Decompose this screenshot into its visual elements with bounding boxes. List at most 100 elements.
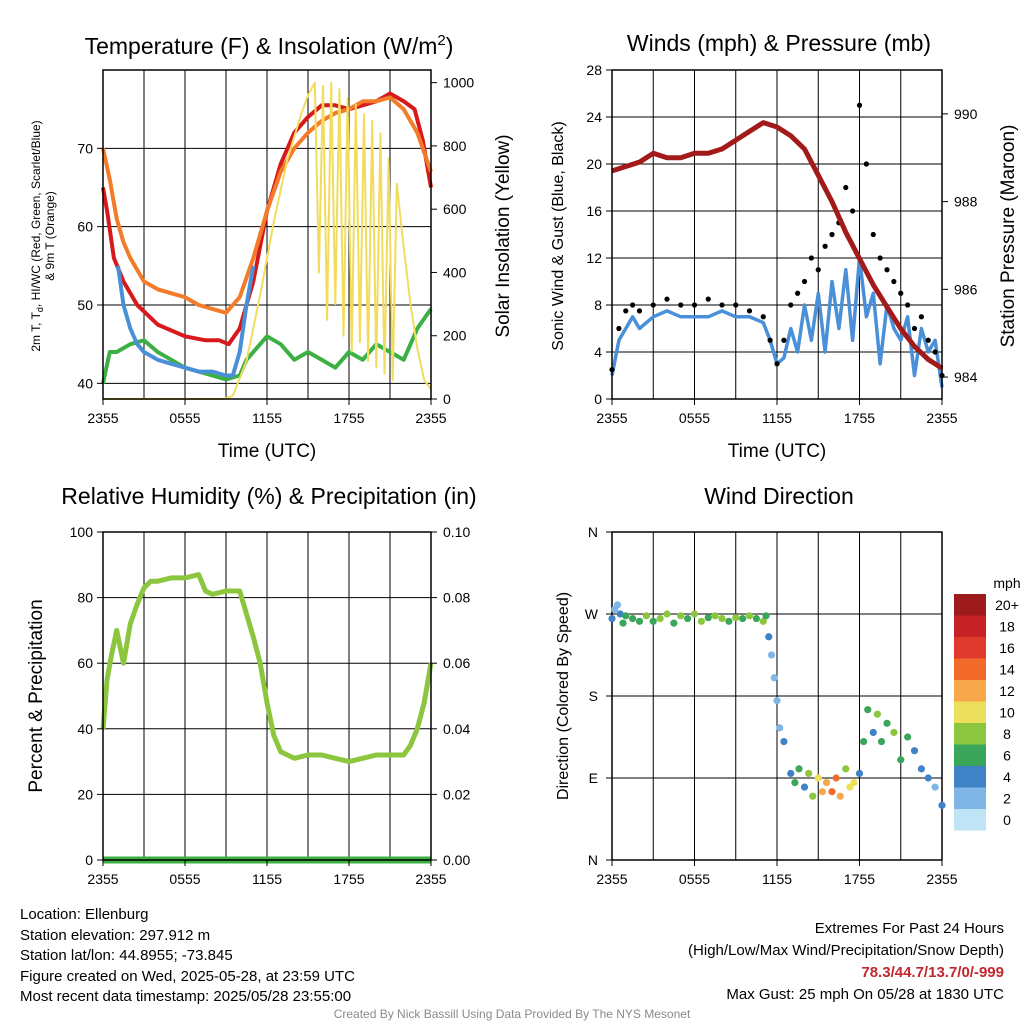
y-axis-label-left-line2: & 9m T (Orange) bbox=[43, 191, 57, 281]
legend-label: 16 bbox=[999, 640, 1015, 656]
y-tick-label: S bbox=[589, 688, 598, 704]
gust-point bbox=[925, 337, 931, 343]
y-tick-label: W bbox=[585, 606, 599, 622]
x-tick-label: 2355 bbox=[596, 871, 627, 887]
y-tick-label: E bbox=[589, 770, 598, 786]
created-text: Figure created on Wed, 2025-05-28, at 23… bbox=[20, 967, 355, 985]
y-tick-label: 4 bbox=[594, 344, 602, 360]
legend-label: 18 bbox=[999, 619, 1015, 635]
x-tick-label: 1755 bbox=[333, 871, 364, 887]
direction-point bbox=[814, 774, 822, 782]
x-axis-label: Time (UTC) bbox=[218, 441, 317, 462]
direction-point bbox=[832, 774, 840, 782]
series-line bbox=[101, 95, 433, 315]
direction-point bbox=[663, 610, 671, 618]
direction-point bbox=[869, 728, 877, 737]
legend-label: 0 bbox=[1003, 812, 1011, 828]
direction-point bbox=[752, 614, 760, 623]
y-tick-label: 28 bbox=[586, 62, 602, 78]
series-line bbox=[100, 572, 434, 765]
y-tick-label-right: 986 bbox=[954, 281, 978, 297]
direction-point bbox=[931, 783, 939, 791]
x-tick-label: 1755 bbox=[333, 410, 364, 426]
y-tick-label-right: 0.06 bbox=[443, 655, 470, 671]
gust-point bbox=[801, 278, 808, 285]
y-tick-label-right: 988 bbox=[954, 194, 978, 210]
y-axis-label: Percent & Precipitation bbox=[26, 599, 47, 792]
y-tick-label: 70 bbox=[77, 140, 93, 156]
y-tick-label: 40 bbox=[77, 375, 93, 391]
x-tick-label: 2355 bbox=[87, 871, 118, 887]
direction-point bbox=[873, 710, 881, 718]
direction-point bbox=[732, 614, 740, 622]
direction-point bbox=[828, 788, 836, 796]
direction-point bbox=[924, 774, 932, 782]
gust-point bbox=[932, 349, 938, 355]
y-tick-label: 20 bbox=[77, 786, 93, 802]
direction-point bbox=[780, 737, 788, 746]
y-tick-label: 0 bbox=[594, 391, 602, 407]
direction-point bbox=[616, 610, 624, 618]
recent-timestamp-text: Most recent data timestamp: 2025/05/28 2… bbox=[20, 988, 352, 1005]
legend-swatch bbox=[954, 744, 986, 766]
direction-point bbox=[809, 792, 817, 800]
y-tick-label-right: 800 bbox=[443, 138, 467, 154]
y-tick-label-right: 200 bbox=[443, 328, 467, 344]
y-tick-label: 20 bbox=[586, 156, 602, 172]
x-axis-label: Time (UTC) bbox=[728, 441, 827, 462]
series-line bbox=[116, 265, 256, 378]
legend-label: 12 bbox=[999, 683, 1015, 699]
gust-point bbox=[767, 337, 773, 343]
x-tick-label: 2355 bbox=[926, 410, 957, 426]
chart-title: Wind Direction bbox=[704, 483, 854, 509]
legend-title: mph bbox=[993, 575, 1020, 591]
gust-point bbox=[898, 290, 904, 296]
gust-point bbox=[795, 290, 801, 296]
temperature-panel: 2355 0555 1155 1755 2355 40 50 60 70 0 200 400 600 80… bbox=[29, 32, 514, 462]
y-tick-label-right: 600 bbox=[443, 201, 467, 217]
station-info: Location: Ellenburg Station elevation: 2… bbox=[20, 905, 355, 1008]
y-tick-label: N bbox=[588, 524, 598, 540]
direction-point bbox=[677, 612, 685, 620]
gust-point bbox=[863, 161, 869, 167]
y-axis-label-left: Sonic Wind & Gust (Blue, Black) bbox=[550, 121, 567, 350]
winds-panel: 2355 0555 1155 1755 2355 0 4 8 12 16 20 24 28 984 986 9… bbox=[550, 30, 1019, 462]
y-tick-label: 50 bbox=[77, 297, 93, 313]
x-tick-label: 1155 bbox=[762, 871, 792, 887]
gust-point bbox=[630, 302, 636, 308]
legend-label: 14 bbox=[999, 662, 1015, 678]
direction-point bbox=[704, 614, 712, 622]
x-tick-label: 2355 bbox=[596, 410, 627, 426]
y-tick-label-right: 1000 bbox=[443, 75, 474, 91]
y-tick-label: N bbox=[588, 852, 598, 868]
y-tick-label: 60 bbox=[77, 219, 93, 235]
direction-point bbox=[684, 614, 692, 623]
direction-point bbox=[897, 756, 905, 764]
series-line bbox=[611, 120, 944, 371]
direction-point bbox=[762, 612, 770, 620]
x-tick-label: 1755 bbox=[844, 871, 875, 887]
gust-point bbox=[918, 314, 924, 320]
series-line bbox=[101, 307, 433, 384]
legend-swatch bbox=[954, 680, 986, 702]
direction-point bbox=[725, 617, 733, 625]
direction-point bbox=[800, 783, 809, 791]
gust-point bbox=[691, 302, 698, 308]
x-tick-label: 0555 bbox=[169, 410, 200, 426]
direction-point bbox=[759, 617, 767, 625]
chart-title: Winds (mph) & Pressure (mb) bbox=[627, 30, 931, 56]
y-tick-label: 0 bbox=[85, 852, 93, 868]
gust-point bbox=[616, 325, 622, 332]
direction-point bbox=[877, 737, 886, 746]
gust-point bbox=[822, 243, 828, 249]
gust-point bbox=[636, 308, 643, 314]
wind-direction-panel: 2355 0555 1155 1755 2355 N E S W N Wind Direction D… bbox=[555, 483, 1021, 887]
direction-point bbox=[765, 633, 773, 641]
max-gust-text: Max Gust: 25 mph On 05/28 at 1830 UTC bbox=[726, 986, 1004, 1003]
gust-point bbox=[705, 296, 711, 302]
y-tick-label: 60 bbox=[77, 655, 93, 671]
x-tick-label: 1155 bbox=[762, 410, 792, 426]
y-axis-label-left: 2m T, Td, HI/WC (Red, Green, Scarlet/Blu… bbox=[29, 120, 45, 351]
direction-point bbox=[846, 783, 854, 791]
